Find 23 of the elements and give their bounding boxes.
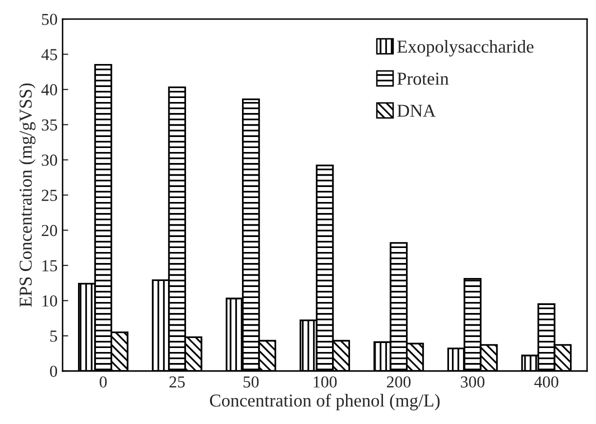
- x-tick-label: 400: [534, 376, 558, 388]
- x-tick-label: 50: [244, 376, 259, 388]
- y-tick-label: 35: [42, 119, 58, 131]
- y-axis-title: EPS Concentration (mg/gVSS): [19, 83, 36, 307]
- legend-label: Protein: [397, 72, 449, 85]
- y-tick-label: 10: [42, 295, 58, 307]
- y-tick-label: 40: [41, 84, 58, 96]
- legend-label: Exopolysaccharide: [397, 40, 534, 56]
- x-axis-title: Concentration of phenol (mg/L): [210, 394, 440, 410]
- y-tick-label: 0: [50, 366, 58, 377]
- x-tick-label: 0: [100, 376, 107, 388]
- x-tick-label: 25: [169, 376, 185, 388]
- y-tick-label: 50: [42, 14, 58, 26]
- legend-label: DNA: [397, 104, 436, 117]
- x-tick-label: 100: [314, 376, 337, 388]
- y-tick-label: 20: [42, 224, 58, 236]
- x-tick-label: 200: [386, 376, 411, 388]
- y-tick-label: 25: [42, 190, 58, 201]
- y-tick-label: 45: [41, 49, 58, 60]
- y-tick-label: 15: [42, 260, 58, 272]
- y-tick-label: 5: [50, 330, 58, 342]
- y-tick-label: 30: [42, 154, 58, 166]
- x-tick-label: 300: [460, 376, 484, 388]
